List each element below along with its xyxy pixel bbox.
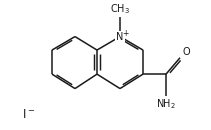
Text: N: N xyxy=(116,32,124,42)
Text: +: + xyxy=(123,29,129,38)
Text: I$^-$: I$^-$ xyxy=(22,108,35,121)
Text: NH$_2$: NH$_2$ xyxy=(156,98,176,111)
Text: O: O xyxy=(182,47,190,57)
Text: CH$_3$: CH$_3$ xyxy=(110,2,130,16)
